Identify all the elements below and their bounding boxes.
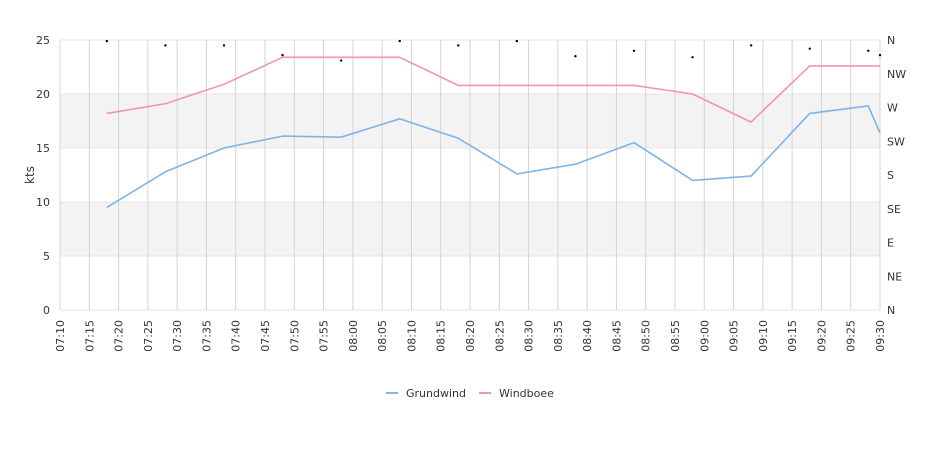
direction-marker — [457, 44, 460, 47]
direction-tick-label: NW — [887, 68, 906, 81]
x-tick-label: 08:40 — [581, 320, 594, 352]
direction-marker — [808, 47, 811, 50]
y-tick-label: 5 — [43, 250, 50, 263]
x-tick-label: 07:40 — [230, 320, 243, 352]
x-tick-label: 07:50 — [288, 320, 301, 352]
x-tick-label: 08:50 — [640, 320, 653, 352]
x-tick-label: 07:10 — [54, 320, 67, 352]
x-tick-label: 07:25 — [142, 320, 155, 352]
y-axis-ticks: 0 5 10 15 20 25 — [36, 34, 50, 317]
x-tick-label: 09:05 — [728, 320, 741, 352]
direction-axis-ticks: N NE E SE S SW W NW N — [887, 34, 906, 317]
x-tick-label: 07:20 — [113, 320, 126, 352]
x-tick-label: 09:00 — [698, 320, 711, 352]
legend-label: Grundwind — [406, 387, 466, 400]
y-tick-label: 0 — [43, 304, 50, 317]
direction-marker — [339, 59, 343, 62]
y-tick-label: 20 — [36, 88, 50, 101]
legend-label: Windboee — [499, 387, 554, 400]
direction-tick-label: N — [887, 34, 895, 47]
x-tick-label: 08:10 — [405, 320, 418, 352]
direction-tick-label: W — [887, 102, 898, 115]
direction-marker — [515, 39, 519, 43]
direction-marker — [398, 39, 401, 43]
x-tick-label: 07:15 — [83, 320, 96, 352]
x-tick-label: 08:25 — [493, 320, 506, 352]
legend-item-grundwind[interactable]: Grundwind — [386, 387, 466, 400]
direction-tick-label: N — [887, 304, 895, 317]
direction-marker — [632, 49, 636, 52]
direction-marker — [878, 53, 882, 57]
x-tick-label: 08:30 — [523, 320, 536, 352]
direction-marker — [691, 56, 694, 59]
direction-marker — [164, 44, 167, 47]
x-tick-label: 09:15 — [786, 320, 799, 352]
direction-tick-label: NE — [887, 270, 902, 283]
vertical-gridlines — [59, 40, 881, 310]
x-axis-ticks: 07:10 07:15 07:20 07:25 07:30 07:35 07:40 07:45… — [54, 320, 887, 352]
y-axis-label: kts — [23, 166, 37, 184]
direction-marker — [867, 49, 870, 52]
x-tick-label: 09:25 — [845, 320, 858, 352]
series-line-windboee — [106, 56, 880, 123]
direction-tick-label: SE — [887, 203, 901, 216]
direction-tick-label: S — [887, 169, 894, 182]
direction-markers — [105, 39, 882, 62]
x-tick-label: 08:55 — [669, 320, 682, 352]
x-tick-label: 07:30 — [171, 320, 184, 352]
x-tick-label: 07:35 — [200, 320, 213, 352]
series-line-grundwind — [106, 105, 881, 209]
direction-marker — [749, 44, 753, 47]
direction-tick-label: SW — [887, 135, 905, 148]
x-tick-label: 08:20 — [464, 320, 477, 352]
direction-marker — [574, 55, 577, 58]
x-tick-label: 09:30 — [874, 320, 887, 352]
x-tick-label: 08:45 — [610, 320, 623, 352]
direction-marker — [281, 53, 284, 57]
series-layer — [106, 56, 881, 209]
x-tick-label: 08:15 — [435, 320, 448, 352]
direction-marker — [222, 44, 226, 47]
x-tick-label: 07:55 — [318, 320, 331, 352]
legend[interactable]: Grundwind Windboee — [386, 387, 554, 400]
y-tick-label: 15 — [36, 142, 50, 155]
x-tick-label: 08:35 — [552, 320, 565, 352]
y-tick-label: 10 — [36, 196, 50, 209]
x-tick-label: 08:05 — [376, 320, 389, 352]
y-tick-label: 25 — [36, 34, 50, 47]
x-tick-label: 09:20 — [815, 320, 828, 352]
legend-item-windboee[interactable]: Windboee — [479, 387, 554, 400]
x-tick-label: 07:45 — [259, 320, 272, 352]
x-tick-label: 09:10 — [757, 320, 770, 352]
direction-marker — [105, 39, 109, 43]
direction-tick-label: E — [887, 237, 894, 250]
x-tick-label: 08:00 — [347, 320, 360, 352]
